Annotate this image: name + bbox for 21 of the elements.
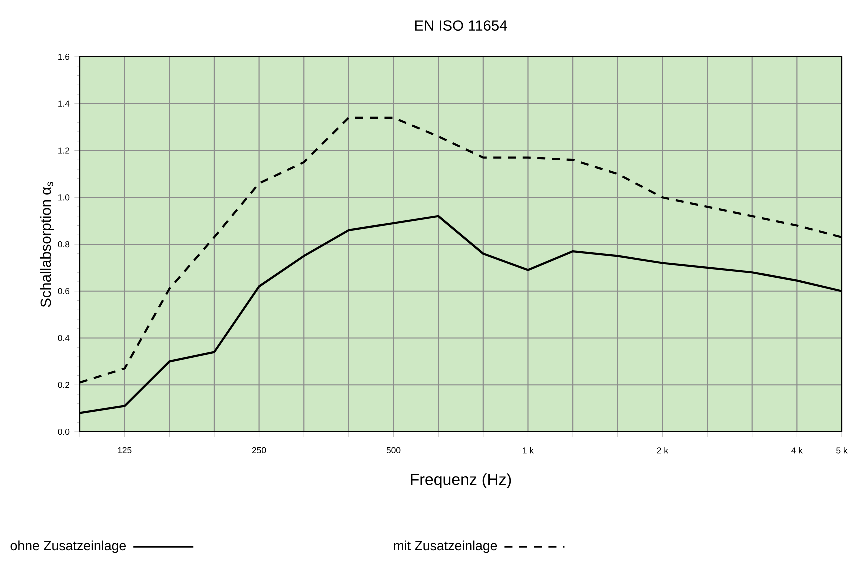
y-tick-label: 0.0 (58, 428, 70, 436)
y-axis-title: Schallabsorption α$_{s}$ (40, 182, 54, 308)
y-tick-label: 1.0 (58, 194, 70, 201)
y-tick-label: 1.4 (58, 100, 70, 107)
x-tick-label: 250 (252, 447, 266, 454)
x-tick-label: 4 k (792, 447, 803, 454)
y-tick-label: 0.2 (58, 382, 70, 388)
x-axis-title: Frequenz (Hz) (411, 474, 512, 488)
y-tick-label: 0.4 (58, 335, 70, 342)
y-tick-label: 0.8 (58, 241, 70, 248)
x-tick-label: 5 k (836, 447, 848, 454)
chart-title: EN ISO 11654 (415, 20, 508, 31)
y-tick-label: 1.6 (58, 54, 70, 60)
x-tick-label: 1 k (523, 447, 534, 454)
y-tick-label: 0.6 (58, 288, 70, 294)
x-tick-label: 125 (118, 447, 132, 454)
y-tick-label: 1.2 (58, 148, 70, 154)
legend-label: mit Zusatzeinlage (394, 540, 498, 554)
x-tick-label: 500 (386, 447, 401, 454)
x-tick-label: 2 k (657, 447, 668, 454)
legend-label: ohne Zusatzeinlage (10, 540, 126, 554)
